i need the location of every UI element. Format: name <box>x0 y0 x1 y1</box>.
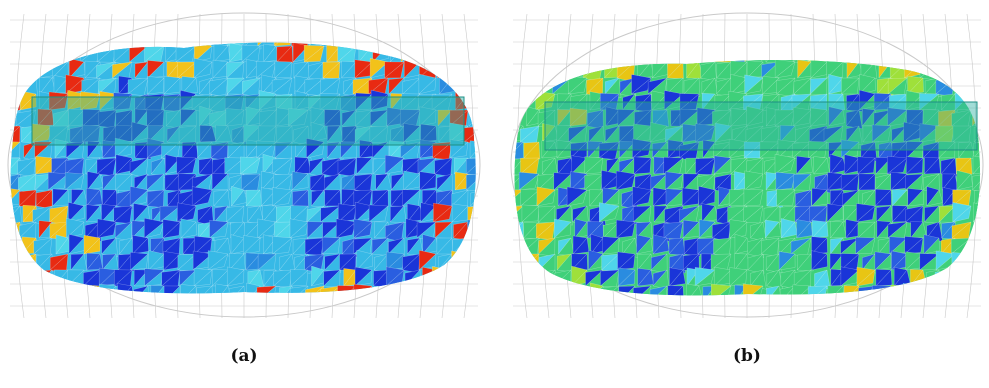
panel-a-mesh-render <box>4 0 484 340</box>
caption-b: (b) <box>733 346 761 366</box>
caption-a: (a) <box>230 346 258 366</box>
plate-overlay <box>31 96 465 146</box>
mesh-render-a <box>7 12 481 319</box>
plate-overlay <box>544 101 978 151</box>
panel-b-mesh-render <box>507 0 987 340</box>
mesh-render-b <box>510 12 984 319</box>
